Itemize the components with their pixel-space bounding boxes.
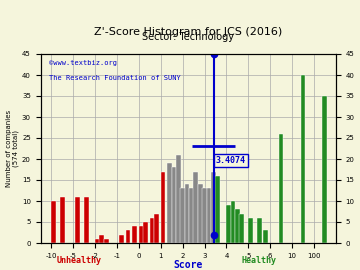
Bar [202, 188, 207, 243]
Bar [161, 172, 165, 243]
Bar [143, 222, 148, 243]
Bar [193, 172, 198, 243]
Bar [211, 172, 216, 243]
Bar [176, 155, 181, 243]
Bar [99, 235, 104, 243]
Bar [248, 218, 253, 243]
Bar [279, 134, 283, 243]
Bar [119, 235, 124, 243]
Bar [185, 184, 189, 243]
Text: Sector: Technology: Sector: Technology [142, 32, 234, 42]
Bar [215, 176, 220, 243]
Bar [75, 197, 80, 243]
Bar [167, 163, 172, 243]
Text: ©www.textbiz.org: ©www.textbiz.org [49, 60, 117, 66]
X-axis label: Score: Score [174, 260, 203, 270]
Bar [180, 188, 185, 243]
Bar [323, 96, 327, 243]
Y-axis label: Number of companies
(574 total): Number of companies (574 total) [5, 110, 19, 187]
Bar [198, 184, 203, 243]
Bar [104, 239, 109, 243]
Bar [139, 226, 144, 243]
Bar [207, 188, 211, 243]
Bar [235, 210, 240, 243]
Bar [171, 167, 176, 243]
Bar [51, 201, 56, 243]
Title: Z'-Score Histogram for JCS (2016): Z'-Score Histogram for JCS (2016) [94, 26, 282, 36]
Bar [264, 230, 268, 243]
Bar [150, 218, 154, 243]
Bar [257, 218, 262, 243]
Bar [226, 205, 231, 243]
Bar [189, 188, 194, 243]
Bar [84, 197, 89, 243]
Bar [132, 226, 137, 243]
Bar [230, 201, 235, 243]
Text: Healthy: Healthy [242, 256, 277, 265]
Bar [154, 214, 159, 243]
Text: Unhealthy: Unhealthy [57, 256, 102, 265]
Text: The Research Foundation of SUNY: The Research Foundation of SUNY [49, 75, 181, 81]
Bar [126, 230, 130, 243]
Bar [60, 197, 65, 243]
Text: 3.4074: 3.4074 [216, 156, 246, 165]
Bar [95, 239, 100, 243]
Bar [239, 214, 244, 243]
Bar [301, 75, 305, 243]
